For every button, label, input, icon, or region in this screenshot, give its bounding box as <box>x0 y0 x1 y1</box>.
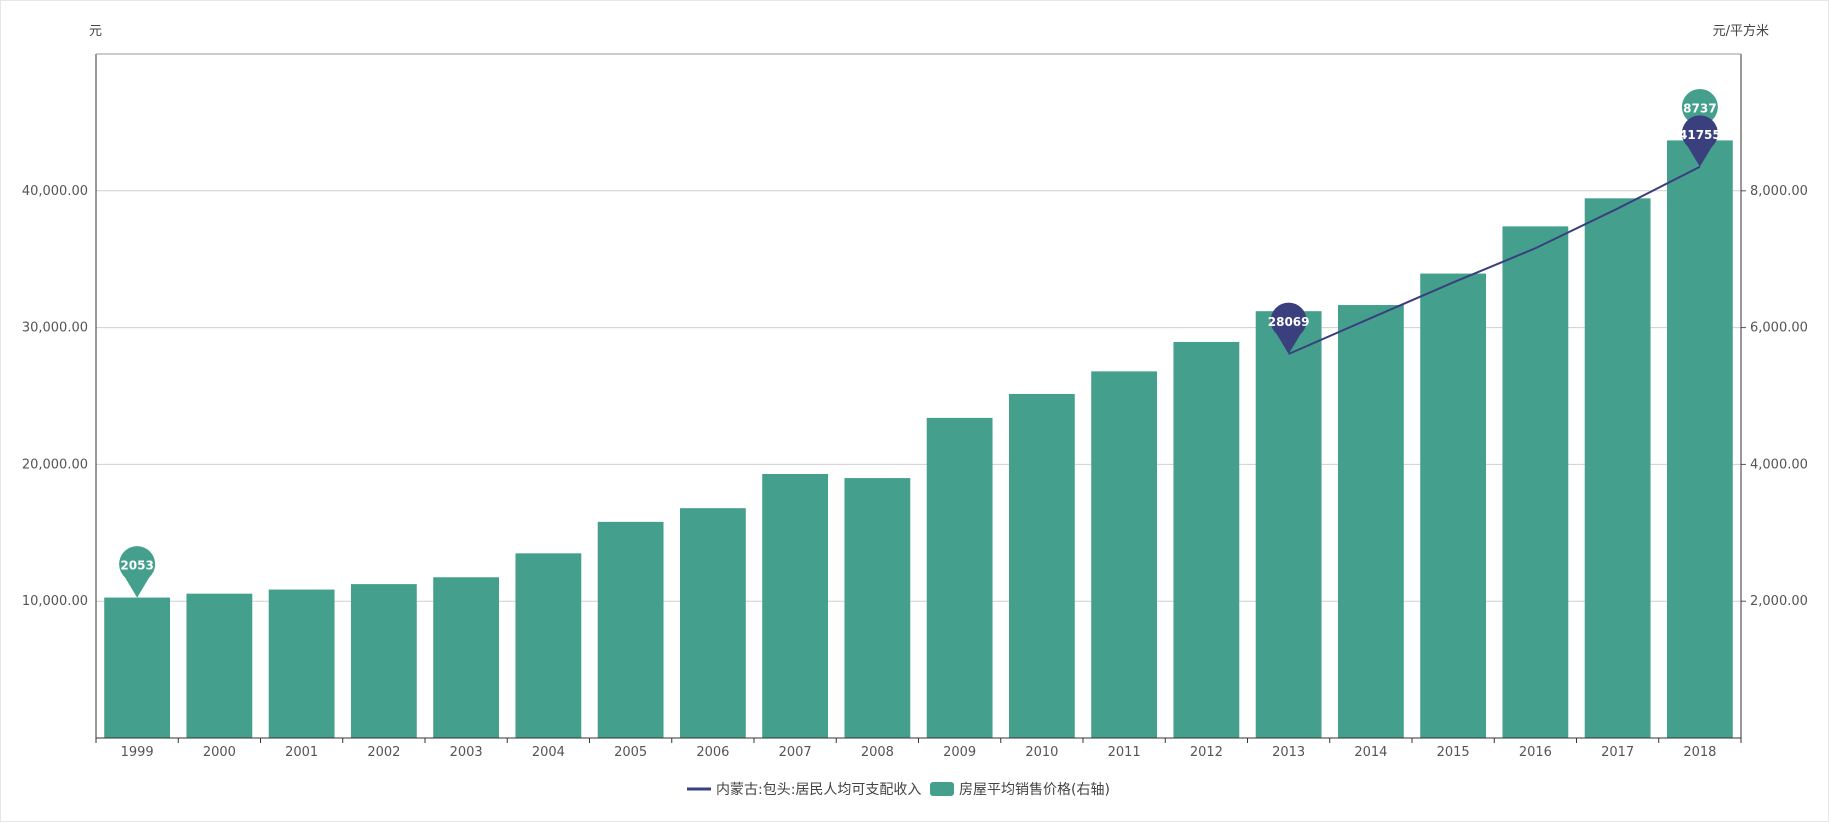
bar-2003[interactable] <box>433 577 500 738</box>
x-axis-tick-label: 2003 <box>450 745 483 760</box>
bar-2007[interactable] <box>762 473 829 738</box>
bar-2016[interactable] <box>1502 226 1569 739</box>
marker-pin-shape <box>1681 88 1718 141</box>
marker-pin-shape <box>1270 302 1307 355</box>
bars-layer <box>104 140 1733 739</box>
left-axis-tick-label: 40,000.00 <box>22 184 88 199</box>
bar-2015[interactable] <box>1420 273 1487 738</box>
marker-pin-shape <box>1681 115 1718 167</box>
x-axis-tick-label: 2009 <box>943 745 976 760</box>
x-axis-tick-label: 2014 <box>1354 745 1387 760</box>
income-line[interactable] <box>1288 165 1701 355</box>
bar-2018[interactable] <box>1666 140 1733 738</box>
x-axis-tick-label: 2012 <box>1190 745 1223 760</box>
bar-1999[interactable] <box>104 597 171 738</box>
legend-item-income[interactable]: 内蒙古:包头:居民人均可支配收入 <box>687 782 921 798</box>
marker-pin-shape <box>119 546 156 598</box>
bar-2014[interactable] <box>1337 305 1404 738</box>
x-axis-tick-label: 2010 <box>1025 745 1058 760</box>
right-axis-tick-label: 2,000.00 <box>1750 594 1808 609</box>
bar-2001[interactable] <box>268 589 335 738</box>
x-axis-tick-label: 2007 <box>779 745 812 760</box>
legend[interactable]: 内蒙古:包头:居民人均可支配收入 房屋平均销售价格(右轴) <box>687 782 1110 798</box>
x-axis-tick-label: 2013 <box>1272 745 1305 760</box>
bar-2000[interactable] <box>186 593 253 738</box>
legend-label: 内蒙古:包头:居民人均可支配收入 <box>716 782 921 798</box>
bar-2013[interactable] <box>1255 311 1322 738</box>
legend-bar-swatch <box>930 782 954 796</box>
bar-2011[interactable] <box>1091 371 1158 738</box>
bar-2005[interactable] <box>597 521 664 738</box>
left-axis-tick-label: 10,000.00 <box>22 594 88 609</box>
bar-2006[interactable] <box>679 508 746 738</box>
left-axis-tick-label: 20,000.00 <box>22 457 88 472</box>
right-axis-tick-label: 8,000.00 <box>1750 184 1808 199</box>
legend-item-price[interactable]: 房屋平均销售价格(右轴) <box>930 782 1110 798</box>
marker-pin[interactable]: 8737 <box>1681 88 1718 141</box>
x-axis-tick-label: 2001 <box>285 745 318 760</box>
marker-pin[interactable]: 41755 <box>1679 115 1721 167</box>
left-axis-unit: 元 <box>89 24 102 39</box>
bar-2004[interactable] <box>515 553 582 738</box>
marker-pin-label: 2053 <box>120 559 153 573</box>
grid-lines <box>96 190 1741 602</box>
x-axis-tick-label: 2015 <box>1437 745 1470 760</box>
right-axis-tick-label: 6,000.00 <box>1750 321 1808 336</box>
x-axis-tick-label: 2006 <box>696 745 729 760</box>
x-axis-tick-label: 2018 <box>1683 745 1716 760</box>
right-axis-unit: 元/平方米 <box>1713 23 1769 39</box>
line-layer <box>1288 165 1701 355</box>
x-axis-tick-label: 1999 <box>121 745 154 760</box>
x-axis-tick-label: 2000 <box>203 745 236 760</box>
axes: 10,000.00 20,000.00 30,000.00 40,000.00 2,00… <box>22 23 1808 760</box>
marker-pin[interactable]: 28069 <box>1268 302 1310 355</box>
x-axis-tick-label: 2008 <box>861 745 894 760</box>
x-axis-tick-label: 2005 <box>614 745 647 760</box>
x-axis-tick-label: 2002 <box>367 745 400 760</box>
left-axis-tick-label: 30,000.00 <box>22 321 88 336</box>
right-axis-tick-label: 4,000.00 <box>1750 457 1808 472</box>
marker-pin-label: 8737 <box>1683 101 1716 115</box>
bar-2017[interactable] <box>1584 198 1651 739</box>
bar-2002[interactable] <box>350 584 417 738</box>
marker-pin-label: 41755 <box>1679 128 1721 142</box>
legend-label: 房屋平均销售价格(右轴) <box>959 782 1110 798</box>
bar-2009[interactable] <box>926 417 993 738</box>
x-axis-tick-label: 2017 <box>1601 745 1634 760</box>
bar-2010[interactable] <box>1008 393 1075 738</box>
markers-layer: 2053 8737 28069 41755 <box>119 88 1721 598</box>
bar-2012[interactable] <box>1173 341 1240 738</box>
x-axis-tick-label: 2016 <box>1519 745 1552 760</box>
x-axis-tick-label: 2004 <box>532 745 565 760</box>
bar-2008[interactable] <box>844 478 911 738</box>
marker-pin-label: 28069 <box>1268 315 1310 329</box>
x-axis-tick-label: 2011 <box>1108 745 1141 760</box>
marker-pin[interactable]: 2053 <box>119 546 156 598</box>
